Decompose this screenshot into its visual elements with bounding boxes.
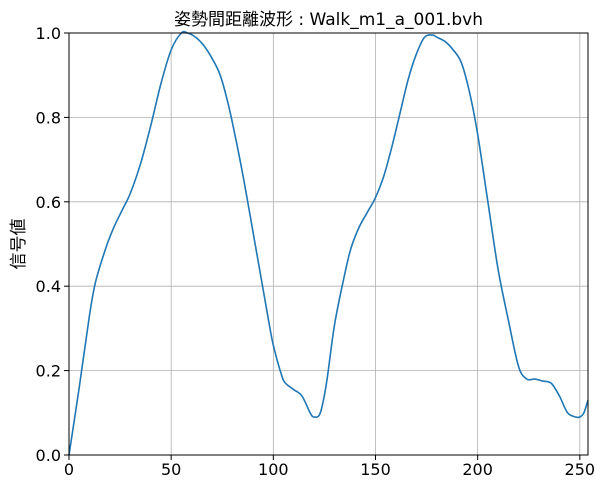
plot-frame [68, 32, 589, 456]
y-tick-label: 0.6 [36, 193, 61, 212]
plot-area [68, 30, 589, 456]
axis-ticks: 0 50 100 150 200 250 0.0 0.2 0.4 0.6 0.8 1.0 [36, 24, 595, 479]
y-tick-label: 0.0 [36, 446, 61, 465]
x-tick-label: 150 [360, 460, 391, 479]
y-tick-label: 0.2 [36, 362, 61, 381]
y-tick-label: 0.4 [36, 277, 61, 296]
y-tick-label: 0.8 [36, 108, 61, 127]
x-tick-label: 0 [64, 460, 74, 479]
series-line-0 [68, 30, 589, 456]
y-tick-label: 1.0 [36, 24, 61, 43]
x-tick-label: 200 [462, 460, 493, 479]
x-tick-label: 50 [161, 460, 181, 479]
x-tick-label: 250 [565, 460, 595, 479]
grid-lines [68, 32, 588, 456]
y-axis-label: 信号値 [9, 219, 29, 270]
x-tick-label: 100 [258, 460, 289, 479]
chart-title: 姿勢間距離波形 : Walk_m1_a_001.bvh [174, 10, 483, 30]
